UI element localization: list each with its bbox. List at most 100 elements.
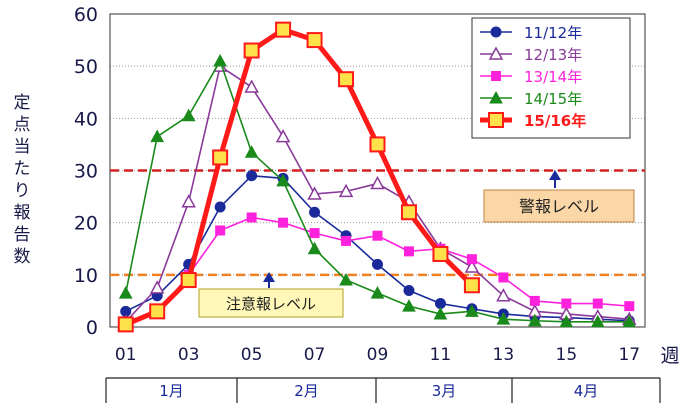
data-point [491, 71, 501, 81]
alarm-level-box [483, 189, 635, 223]
series-4 [117, 21, 480, 333]
legend-label: 12/13年 [524, 46, 582, 64]
y-axis-label-char: 定 [14, 93, 31, 113]
legend-label: 11/12年 [524, 24, 582, 42]
y-tick-label: 10 [74, 265, 98, 287]
legend-label: 14/15年 [524, 90, 582, 108]
series-3 [118, 53, 637, 328]
legend: 11/12年 12/13年 13/14年 14/15年 15/16年 [471, 17, 631, 139]
data-point [214, 201, 226, 213]
legend-label: 15/16年 [524, 112, 586, 130]
y-axis-label-char: り [14, 181, 31, 201]
x-tick-label: 15 [556, 345, 578, 365]
data-point [400, 204, 417, 221]
data-point [212, 149, 229, 166]
data-point [529, 295, 540, 306]
data-point [246, 212, 257, 223]
data-point [433, 306, 448, 320]
data-point [403, 246, 414, 257]
y-axis-label-char: 当 [14, 137, 31, 157]
y-axis-label-char: 告 [14, 225, 31, 245]
month-label: 3月 [432, 382, 457, 400]
data-point [402, 299, 416, 312]
data-point [622, 314, 637, 328]
alarm-level-label: 警報レベル [519, 197, 599, 216]
data-point [372, 258, 383, 270]
data-point [181, 194, 196, 208]
legend-label: 13/14年 [524, 68, 582, 86]
series-line [124, 27, 474, 327]
data-point [496, 288, 511, 302]
data-point [432, 245, 449, 262]
data-point [559, 314, 574, 328]
month-bar: 1月 2月 3月 4月 [105, 377, 661, 403]
data-point [490, 26, 502, 38]
data-point [488, 46, 504, 60]
data-point [149, 280, 165, 294]
y-tick-label: 60 [74, 4, 98, 26]
data-point [592, 298, 603, 309]
x-tick-label: 09 [367, 345, 389, 365]
y-tick-label: 30 [74, 161, 98, 183]
x-tick-label: 13 [493, 345, 515, 365]
x-tick-label: 07 [304, 345, 326, 365]
x-tick-label: 01 [115, 345, 137, 365]
data-point [372, 230, 383, 241]
data-point [341, 235, 352, 246]
data-point [278, 217, 289, 228]
data-point [624, 301, 635, 312]
month-label: 4月 [574, 382, 599, 400]
data-point [489, 90, 503, 104]
data-point [215, 225, 226, 236]
data-point [528, 313, 542, 327]
data-point [307, 241, 322, 255]
data-point [180, 272, 197, 289]
data-point [149, 303, 166, 320]
advisory-level-box [198, 288, 344, 318]
data-point [463, 277, 480, 294]
data-point [488, 112, 504, 128]
advisory-arrow-head [263, 272, 275, 282]
data-point [466, 254, 477, 265]
y-tick-label: 0 [86, 317, 98, 339]
data-point [561, 298, 572, 309]
y-axis-label-char: 点 [14, 115, 31, 135]
x-tick-label: 17 [618, 345, 640, 365]
data-point [465, 304, 479, 317]
data-point [403, 284, 415, 296]
series-group [117, 21, 637, 333]
data-point [276, 173, 290, 187]
data-point [370, 286, 385, 299]
data-point [370, 175, 385, 190]
data-point [275, 129, 291, 143]
data-point [369, 136, 386, 153]
data-point [244, 79, 259, 93]
y-tick-label: 20 [74, 213, 98, 235]
data-point [338, 71, 355, 88]
data-point [118, 286, 133, 299]
data-point [213, 53, 227, 67]
data-point [117, 316, 134, 333]
data-point [339, 273, 353, 286]
y-tick-label: 50 [74, 56, 98, 78]
y-axis-label-char: 報 [14, 203, 31, 223]
data-point [496, 312, 511, 325]
data-point [181, 108, 196, 122]
data-point [243, 42, 260, 59]
x-tick-label: 05 [241, 345, 263, 365]
x-tick-label: 03 [178, 345, 200, 365]
data-point [498, 272, 509, 283]
data-point [338, 183, 354, 198]
y-axis-label-char: 数 [14, 247, 31, 267]
x-tick-label: 11 [430, 345, 452, 365]
y-axis-label-char: た [14, 159, 31, 179]
data-point [309, 228, 320, 239]
data-point [307, 186, 322, 200]
data-point [464, 259, 480, 273]
alarm-arrow-head [549, 170, 561, 180]
x-axis-label: 週 [660, 345, 679, 367]
month-label: 1月 [159, 382, 184, 400]
